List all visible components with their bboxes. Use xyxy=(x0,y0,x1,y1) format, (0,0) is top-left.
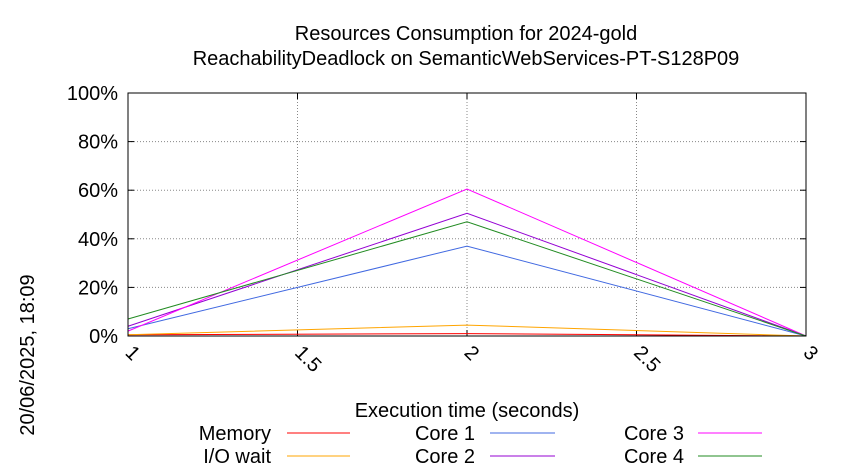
timestamp-label: 20/06/2025, 18:09 xyxy=(17,274,39,435)
x-tick-label: 3 xyxy=(799,342,822,365)
x-tick-label: 1 xyxy=(121,342,144,365)
legend-label-i-o-wait: I/O wait xyxy=(203,446,271,468)
y-tick-label: 0% xyxy=(89,326,118,348)
x-tick-label: 1.5 xyxy=(290,342,325,377)
legend-label-core-2: Core 2 xyxy=(415,446,475,468)
y-tick-label: 60% xyxy=(78,180,118,202)
series-line-core-3 xyxy=(127,188,807,337)
legend-label-core-3: Core 3 xyxy=(624,423,684,445)
y-tick-label: 80% xyxy=(78,132,118,154)
x-tick-label: 2.5 xyxy=(629,342,664,377)
y-tick-label: 20% xyxy=(78,277,118,299)
y-tick-label: 100% xyxy=(67,83,118,105)
plot-frame xyxy=(127,92,807,337)
series-line-memory xyxy=(127,333,807,337)
x-tick-label: 2 xyxy=(460,342,483,365)
series-line-core-2 xyxy=(127,212,807,337)
series-line-core-4 xyxy=(127,221,807,337)
x-axis-label: Execution time (seconds) xyxy=(355,400,580,422)
chart-title-line1: Resources Consumption for 2024-gold xyxy=(295,23,637,45)
series-line-i-o-wait xyxy=(127,324,807,337)
legend-label-core-4: Core 4 xyxy=(624,446,684,468)
legend-label-core-1: Core 1 xyxy=(415,423,475,445)
legend-label-memory: Memory xyxy=(199,423,271,445)
y-tick-label: 40% xyxy=(78,229,118,251)
series-line-core-1 xyxy=(127,245,807,337)
series-layer xyxy=(127,188,807,337)
chart-title-line2: ReachabilityDeadlock on SemanticWebServi… xyxy=(193,48,740,70)
